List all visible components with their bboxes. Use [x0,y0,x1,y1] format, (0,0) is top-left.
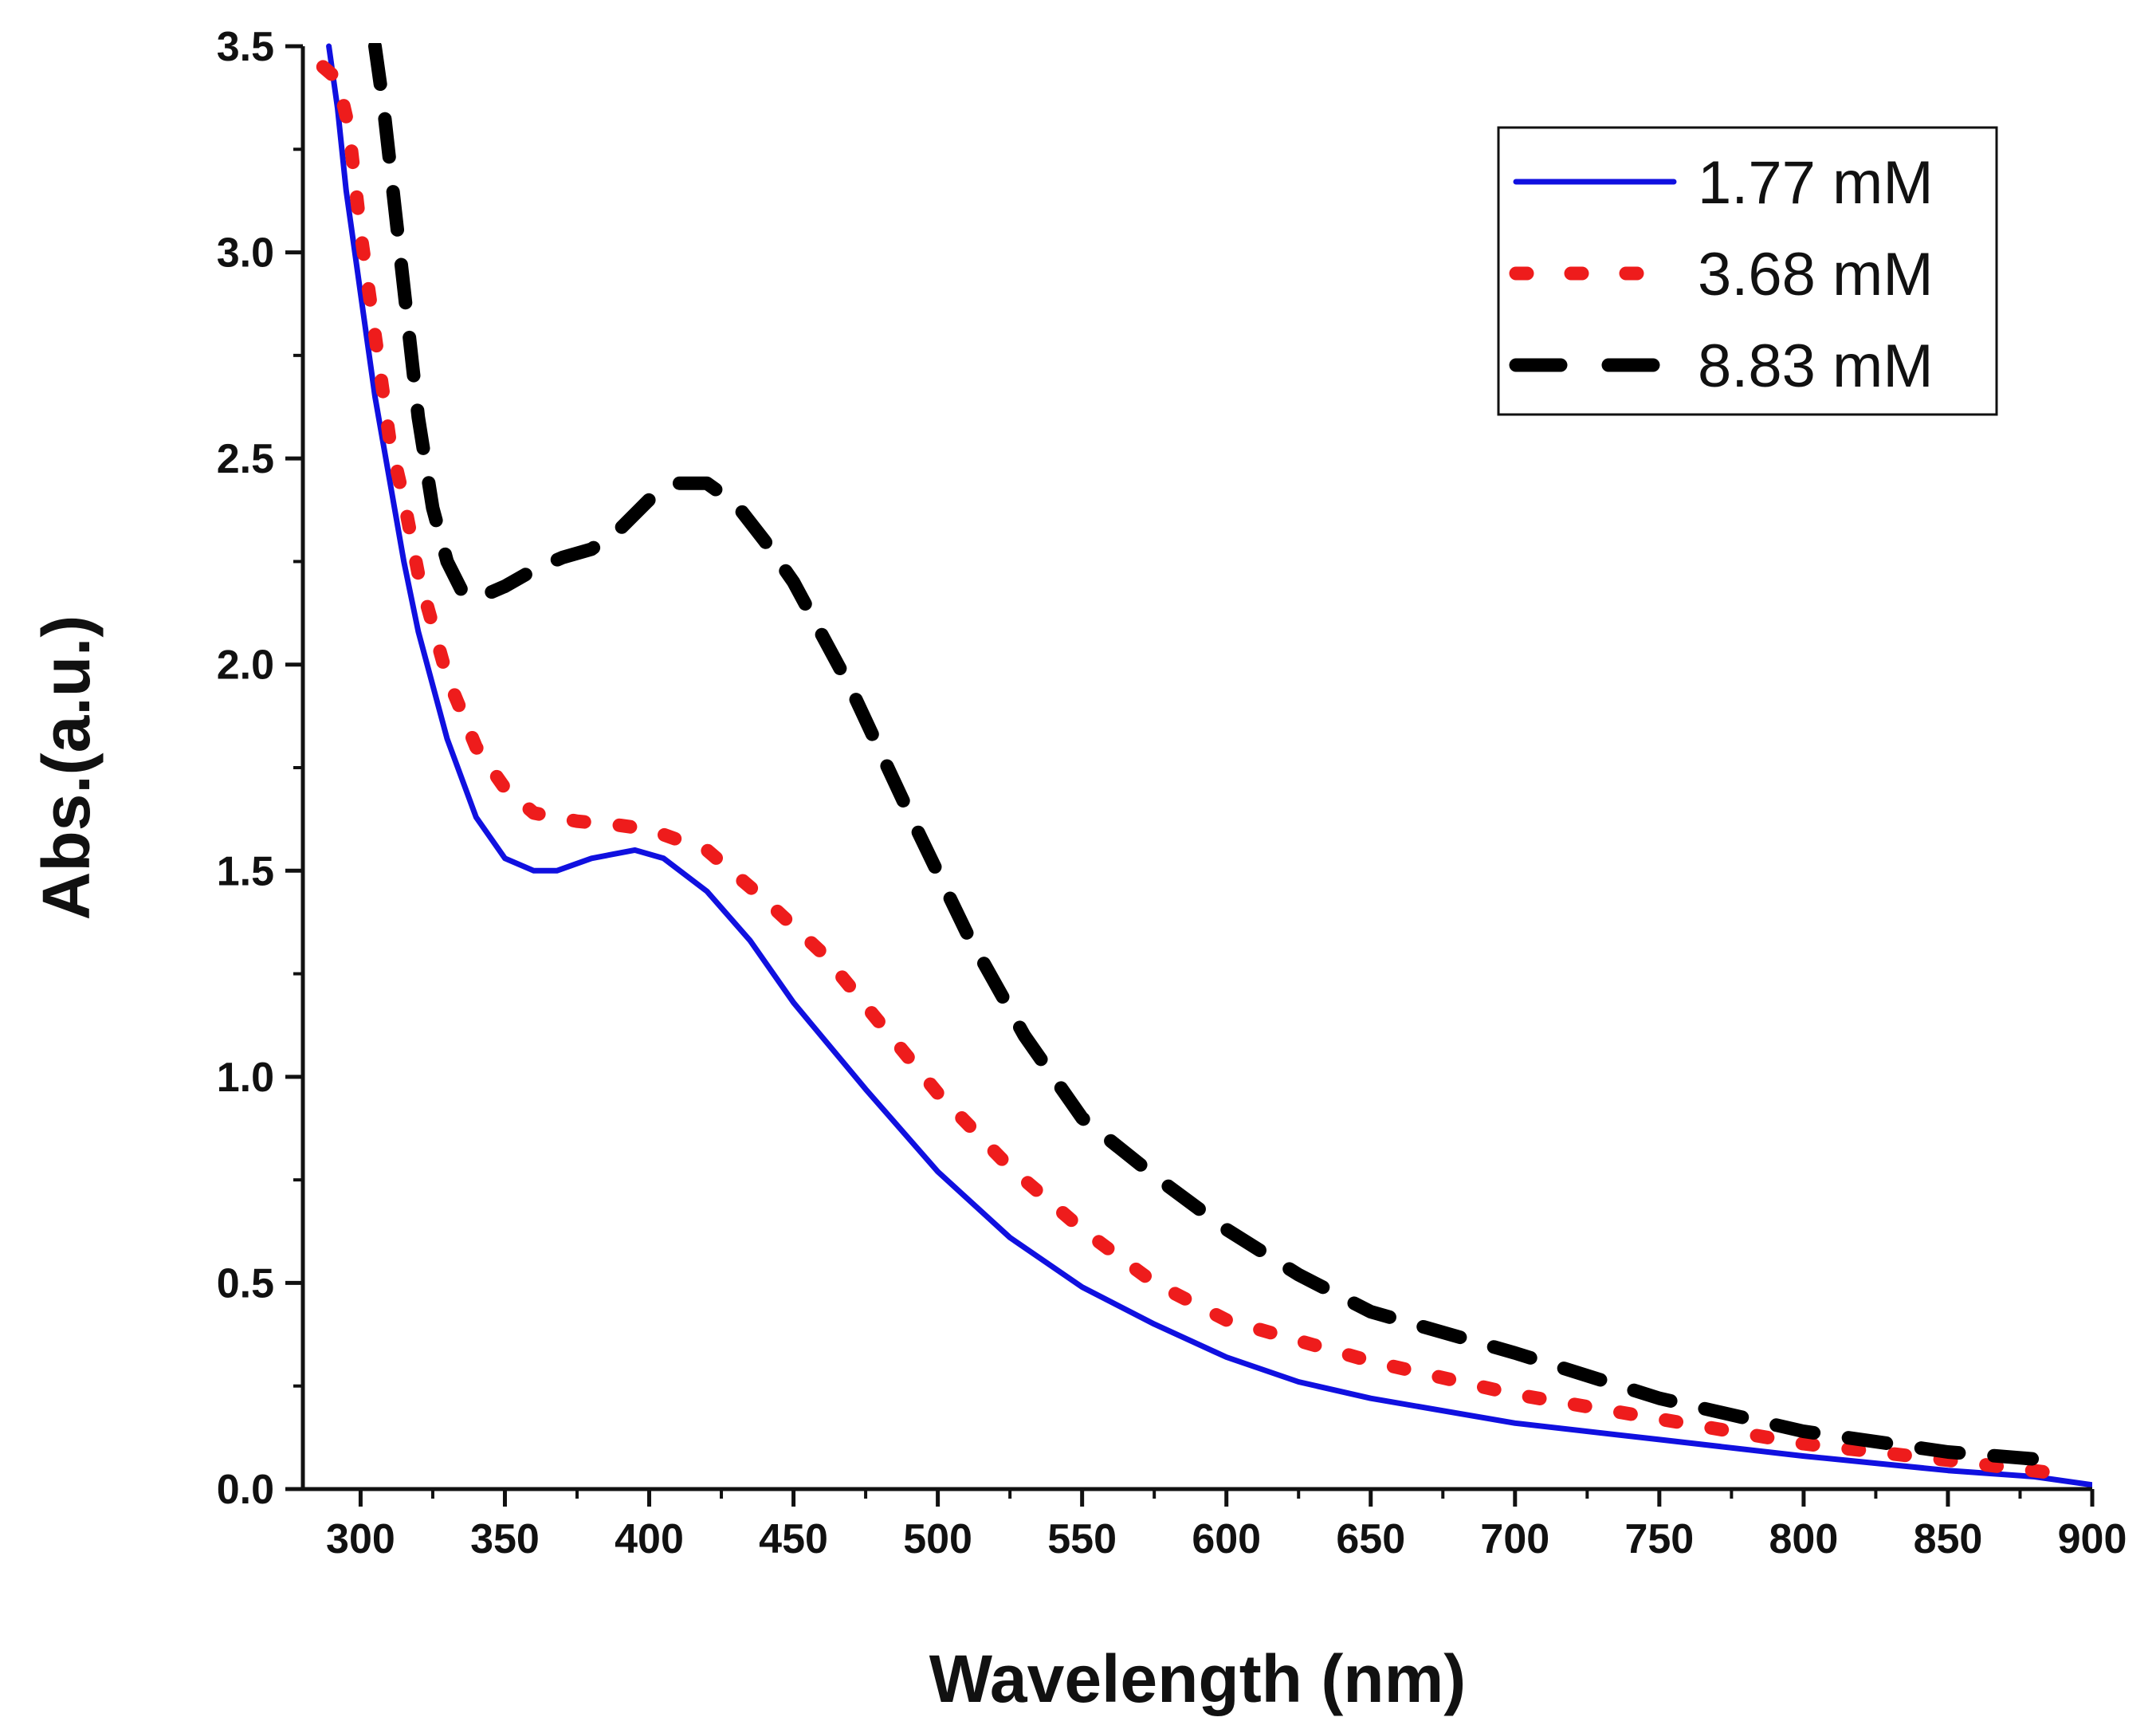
y-tick-label: 3.5 [217,24,274,70]
legend: 1.77 mM 3.68 mM 8.83 mM [1497,126,1998,416]
legend-label-1: 1.77 mM [1698,149,1934,217]
x-tick-label: 750 [1624,1516,1694,1562]
axes: 0.0 0.5 1.0 1.5 2.0 2.5 3.0 3.5 300 350 400 450 500 5… [217,24,2127,1562]
x-tick-label: 650 [1336,1516,1405,1562]
x-tick-label: 600 [1192,1516,1261,1562]
x-axis-title: Wavelength (nm) [929,1641,1467,1716]
y-tick-label: 0.5 [217,1260,274,1307]
plot-area [316,43,2092,1488]
legend-label-2: 3.68 mM [1698,241,1934,308]
y-tick-label: 1.5 [217,848,274,894]
y-tick-label: 2.5 [217,436,274,482]
series-line-1 [326,43,2092,1488]
x-tick-label: 900 [2058,1516,2127,1562]
y-tick-label: 2.0 [217,642,274,689]
y-tick-label: 3.0 [217,230,274,277]
x-tick-label: 800 [1769,1516,1839,1562]
x-tick-label: 350 [470,1516,540,1562]
x-tick-label: 400 [615,1516,684,1562]
x-tick-label: 700 [1480,1516,1549,1562]
x-tick-label: 550 [1047,1516,1117,1562]
series-line-2 [316,60,2056,1479]
x-tick-label: 300 [326,1516,395,1562]
x-tick-label: 850 [1914,1516,1983,1562]
y-tick-label: 0.0 [217,1467,274,1513]
legend-label-3: 8.83 mM [1698,332,1934,400]
y-tick-label: 1.0 [217,1055,274,1101]
x-tick-label: 450 [759,1516,828,1562]
x-tick-label: 500 [903,1516,972,1562]
y-axis-title: Abs.(a.u.) [29,615,104,921]
